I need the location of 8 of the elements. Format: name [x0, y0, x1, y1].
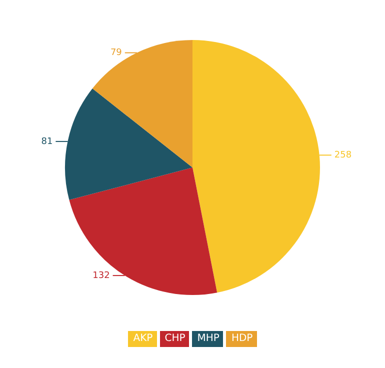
legend-label: HDP [231, 331, 257, 347]
legend-label: MHP [197, 331, 224, 347]
data-label: 258 [334, 150, 352, 160]
data-label: 81 [41, 136, 53, 147]
data-label: 79 [110, 48, 122, 58]
data-label: 132 [92, 270, 110, 281]
legend-label: CHP [164, 331, 190, 347]
legend-label: AKP [133, 331, 157, 347]
